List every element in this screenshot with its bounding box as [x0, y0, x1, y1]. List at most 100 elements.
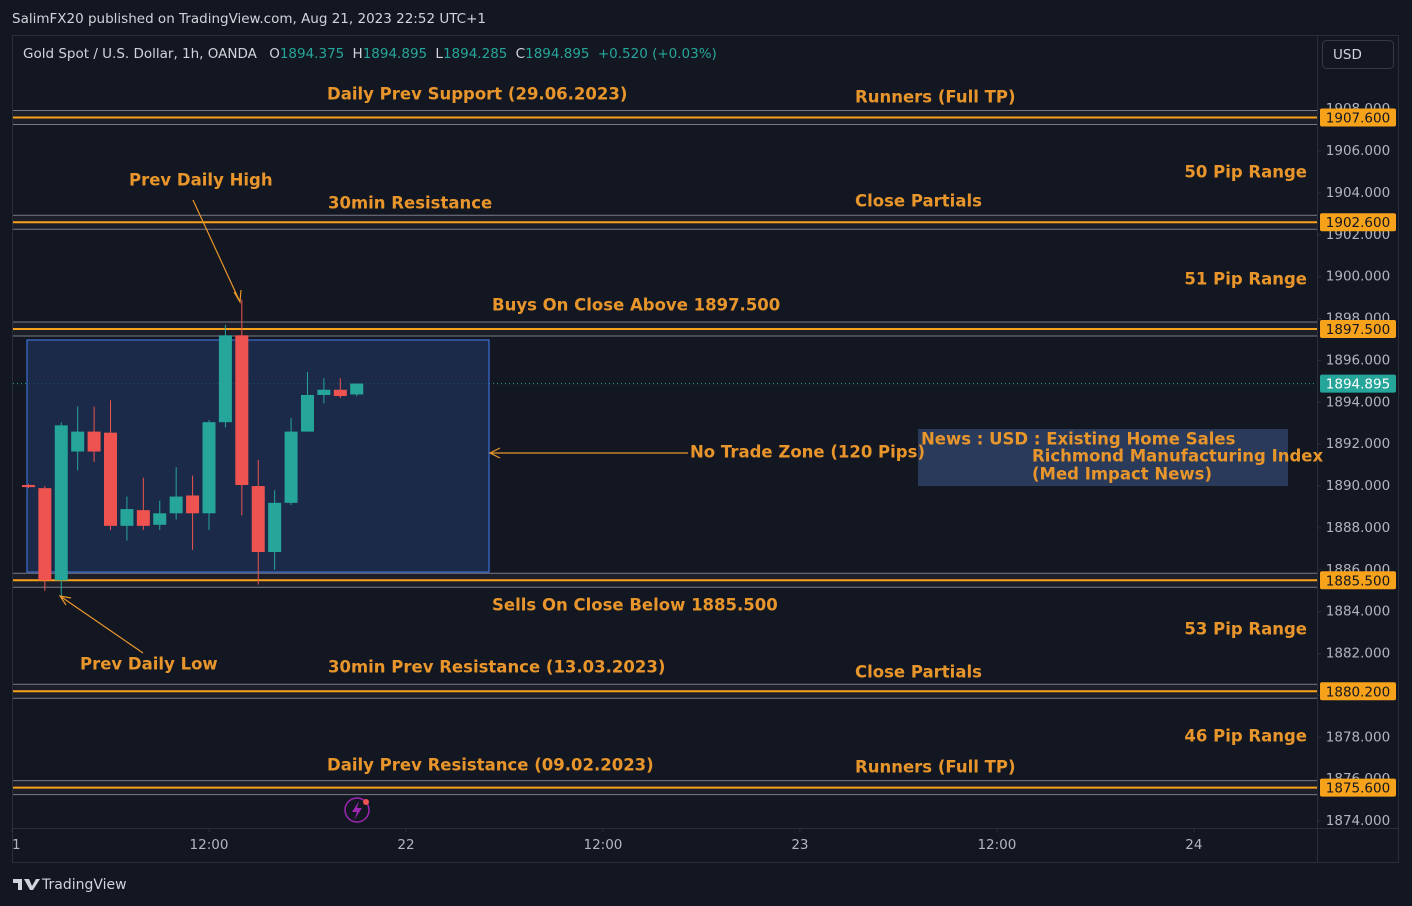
candle-body [235, 335, 249, 486]
symbol-legend: Gold Spot / U.S. Dollar, 1h, OANDA O1894… [23, 46, 717, 62]
notification-dot [363, 799, 369, 805]
annotation: Close Partials [855, 192, 982, 211]
annotation: No Trade Zone (120 Pips) [690, 443, 925, 462]
symbol: Gold Spot / U.S. Dollar, 1h, OANDA [23, 46, 258, 62]
level-price-box [1320, 108, 1396, 127]
x-tick-label: 22 [397, 837, 414, 853]
y-tick-label: 1882.000 [1326, 646, 1390, 662]
x-tick-label: 12:00 [190, 837, 229, 853]
x-tick-label: 1 [12, 837, 21, 853]
candle-body [300, 394, 314, 432]
y-tick-label: 1878.000 [1326, 729, 1390, 745]
candle-body [120, 509, 134, 526]
annotation: 30min Prev Resistance (13.03.2023) [328, 658, 665, 677]
annotation: 53 Pip Range [1184, 620, 1307, 639]
candle-body [251, 486, 265, 553]
level-price-label: 1907.600 [1326, 111, 1390, 127]
annotation: 46 Pip Range [1184, 727, 1307, 746]
ohlc-value: 1894.895 [363, 46, 427, 62]
logo [13, 879, 40, 890]
candle-body [38, 488, 52, 581]
y-tick-label: 1894.000 [1326, 394, 1390, 410]
plot: 1874.0001876.0001878.0001880.0001882.000… [11, 101, 1390, 853]
annotation: 50 Pip Range [1184, 163, 1307, 182]
x-tick-label: 12:00 [583, 837, 622, 853]
lightning-bolt [352, 801, 362, 820]
candle-body [268, 502, 282, 553]
ohlc-key: C [516, 46, 525, 62]
last-price-box [1320, 374, 1396, 393]
arrow-low [58, 595, 144, 654]
candle-body [21, 485, 35, 488]
arrow-high [192, 199, 242, 304]
brand: TradingView [41, 877, 127, 893]
annotation: Daily Prev Support (29.06.2023) [327, 85, 627, 104]
annotation: News : USD : Existing Home Sales [921, 430, 1236, 449]
lightning-icon[interactable] [344, 797, 370, 823]
annotation: Runners (Full TP) [855, 758, 1016, 777]
level-price-box [1320, 213, 1396, 232]
annotation: (Med Impact News) [1032, 465, 1212, 484]
level-price-label: 1885.500 [1326, 573, 1390, 589]
annotations: Daily Prev Support (29.06.2023) Runners … [80, 85, 1323, 777]
last-price-label: 1894.895 [1326, 377, 1390, 393]
published-line: SalimFX20 published on TradingView.com, … [12, 11, 486, 27]
y-tick-label: 1900.000 [1326, 269, 1390, 285]
annotation: 30min Resistance [328, 194, 492, 213]
y-tick-label: 1906.000 [1326, 143, 1390, 159]
candle-body [136, 510, 150, 526]
candle-body [186, 495, 200, 514]
x-tick-label: 24 [1185, 837, 1202, 853]
ohlc-key: O [269, 46, 280, 62]
y-tick-label: 1890.000 [1326, 478, 1390, 494]
level-price-box [1320, 320, 1396, 339]
candle-body [350, 383, 364, 395]
news-box [918, 429, 1288, 486]
y-tick-label: 1904.000 [1326, 185, 1390, 201]
arrows [58, 199, 688, 654]
candle-body [153, 513, 167, 525]
y-tick-label: 1896.000 [1326, 352, 1390, 368]
annotation: 51 Pip Range [1184, 270, 1307, 289]
level-price-label: 1875.600 [1326, 781, 1390, 797]
annotation: Close Partials [855, 663, 982, 682]
annotation: Sells On Close Below 1885.500 [492, 596, 778, 615]
x-tick-label: 23 [791, 837, 808, 853]
ohlc-value: 1894.285 [443, 46, 507, 62]
annotation: Buys On Close Above 1897.500 [492, 296, 780, 315]
candle-body [202, 422, 216, 514]
ohlc-value: 1894.895 [525, 46, 589, 62]
change: +0.520 (+0.03%) [598, 46, 717, 62]
ohlc-value: 1894.375 [280, 46, 344, 62]
annotation: Richmond Manufacturing Index [1032, 447, 1323, 466]
annotation: Prev Daily Low [80, 655, 218, 674]
annotation: Daily Prev Resistance (09.02.2023) [327, 756, 654, 775]
y-tick-label: 1888.000 [1326, 520, 1390, 536]
x-tick-label: 12:00 [977, 837, 1016, 853]
level-price-label: 1897.500 [1326, 322, 1390, 338]
candle-body [218, 335, 232, 423]
marks: 1907.600 1902.600 1897.500 1885.500 1880.200… [21, 108, 1396, 797]
annotation: Prev Daily High [129, 171, 273, 190]
candle-body [317, 389, 331, 395]
candle-body [169, 496, 183, 514]
level-price-label: 1880.200 [1326, 684, 1390, 700]
candle-body [71, 431, 85, 452]
candle-body [284, 431, 298, 503]
y-tick-label: 1874.000 [1326, 813, 1390, 829]
currency-button[interactable] [1322, 40, 1394, 69]
ohlc-key: L [435, 46, 443, 62]
annotation: Runners (Full TP) [855, 88, 1016, 107]
currency-label: USD [1333, 47, 1362, 63]
y-tick-label: 1884.000 [1326, 604, 1390, 620]
level-price-label: 1902.600 [1326, 215, 1390, 231]
candle-body [333, 389, 347, 397]
level-price-box [1320, 682, 1396, 701]
y-tick-label: 1892.000 [1326, 436, 1390, 452]
level-price-box [1320, 778, 1396, 797]
candle-body [54, 425, 68, 581]
arrow-zone [488, 447, 688, 459]
ohlc-key: H [353, 46, 363, 62]
